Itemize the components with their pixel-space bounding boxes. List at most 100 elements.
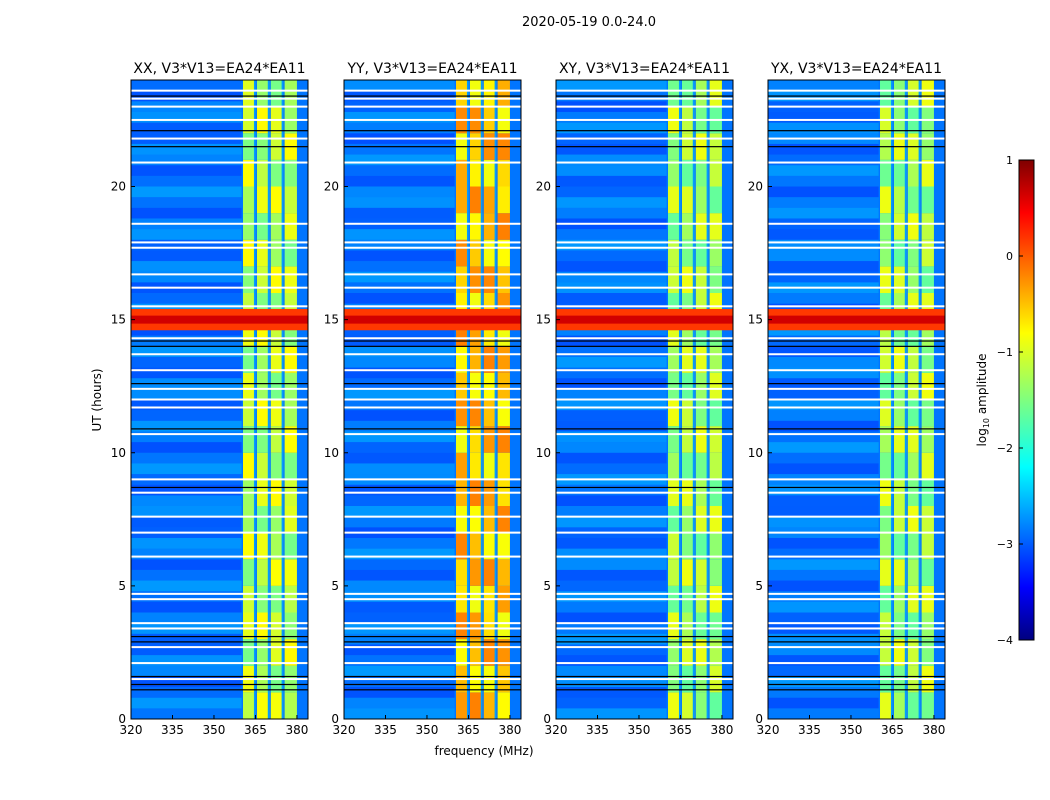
noise-row xyxy=(556,548,667,560)
rfi-cell xyxy=(907,186,921,214)
noise-row xyxy=(556,293,667,304)
noise-row xyxy=(131,207,242,219)
noise-row xyxy=(768,367,879,379)
flag-line-black xyxy=(556,146,733,148)
rfi-cell xyxy=(668,213,681,240)
rfi-cell xyxy=(668,639,681,666)
flag-line-white xyxy=(768,286,945,289)
flag-line-black xyxy=(344,486,521,489)
y-tick-label: 10 xyxy=(536,446,551,460)
flag-line-white xyxy=(556,662,733,665)
flag-line-white xyxy=(768,491,945,494)
rfi-cell xyxy=(907,346,921,373)
flag-line-black xyxy=(556,340,733,342)
flag-line-black xyxy=(768,340,945,342)
rfi-cell xyxy=(456,372,469,400)
flag-line-black xyxy=(556,345,733,347)
flag-line-white xyxy=(344,97,521,100)
rfi-cell xyxy=(681,506,695,533)
rfi-cell xyxy=(695,159,709,187)
flag-line-black xyxy=(131,383,308,385)
noise-row xyxy=(344,708,455,719)
rfi-cell xyxy=(709,399,722,427)
rfi-cell xyxy=(270,159,284,187)
noise-row xyxy=(768,388,879,400)
flag-line-white xyxy=(344,478,521,481)
flag-line-white xyxy=(131,246,308,249)
x-tick-label: 365 xyxy=(881,723,904,737)
flag-line-black xyxy=(344,383,521,385)
rfi-cell xyxy=(681,80,695,107)
rfi-cell xyxy=(668,399,681,427)
colorbar-tick-label: −1 xyxy=(997,346,1013,359)
flag-line-black xyxy=(768,635,945,638)
rfi-cell xyxy=(483,239,497,267)
flag-line-black xyxy=(131,428,308,430)
flag-line-white xyxy=(131,478,308,481)
rfi-cell xyxy=(243,346,256,373)
rfi-cell xyxy=(243,159,256,187)
rfi-cell xyxy=(695,506,709,533)
noise-row xyxy=(131,559,242,570)
rfi-cell xyxy=(880,186,893,214)
flag-line-white xyxy=(344,398,521,401)
rfi-cell xyxy=(270,559,284,586)
noise-row xyxy=(131,143,242,155)
flag-line-white xyxy=(344,555,521,558)
rfi-cell xyxy=(469,612,483,640)
flag-line-white xyxy=(556,592,733,595)
noise-row xyxy=(556,410,667,421)
rfi-cell xyxy=(709,372,722,400)
flag-line-black xyxy=(344,641,521,643)
rfi-cell xyxy=(243,186,256,214)
noise-row xyxy=(556,506,667,517)
noise-row xyxy=(556,644,667,656)
strong-rfi-core xyxy=(344,315,521,324)
rfi-cell xyxy=(256,559,270,586)
noise-row xyxy=(768,537,879,549)
rfi-cell xyxy=(921,213,934,240)
rfi-cell xyxy=(668,186,681,214)
rfi-cell xyxy=(456,426,469,453)
panel-1: YY, V3*V13=EA24*EA11 320 335 350 365 380 0 5 10 1… xyxy=(324,61,522,737)
noise-row xyxy=(131,80,242,91)
noise-row xyxy=(344,356,455,368)
rfi-cell xyxy=(256,159,270,187)
rfi-cell xyxy=(469,452,483,480)
rfi-cell xyxy=(907,213,921,240)
noise-row xyxy=(344,591,455,602)
noise-row xyxy=(556,143,667,155)
rfi-cell xyxy=(681,559,695,586)
noise-row xyxy=(768,293,879,304)
flag-line-white xyxy=(344,286,521,289)
rfi-cell xyxy=(483,399,497,427)
noise-row xyxy=(556,676,667,688)
rfi-cell xyxy=(681,239,695,267)
noise-row xyxy=(131,676,242,688)
rfi-cell xyxy=(456,399,469,427)
noise-row xyxy=(344,633,455,645)
rfi-cell xyxy=(497,559,510,586)
noise-row xyxy=(131,601,242,613)
rfi-cell xyxy=(709,186,722,214)
noise-row xyxy=(131,697,242,709)
flag-line-white xyxy=(556,387,733,390)
noise-row xyxy=(344,250,455,262)
noise-row xyxy=(556,580,667,592)
noise-row xyxy=(556,175,667,187)
rfi-cell xyxy=(284,399,297,427)
colorbar-tick-label: 1 xyxy=(1006,154,1013,167)
noise-row xyxy=(556,591,667,602)
noise-row xyxy=(131,580,242,592)
rfi-cell xyxy=(243,639,256,666)
y-tick-label: 20 xyxy=(324,180,339,194)
flag-line-white xyxy=(344,662,521,665)
noise-row xyxy=(344,122,455,134)
y-tick-label: 15 xyxy=(324,313,339,327)
y-tick-label: 5 xyxy=(543,579,551,593)
flag-line-white xyxy=(768,531,945,534)
flag-line-white xyxy=(768,161,945,164)
rfi-cell xyxy=(893,612,907,640)
noise-row xyxy=(344,293,455,304)
